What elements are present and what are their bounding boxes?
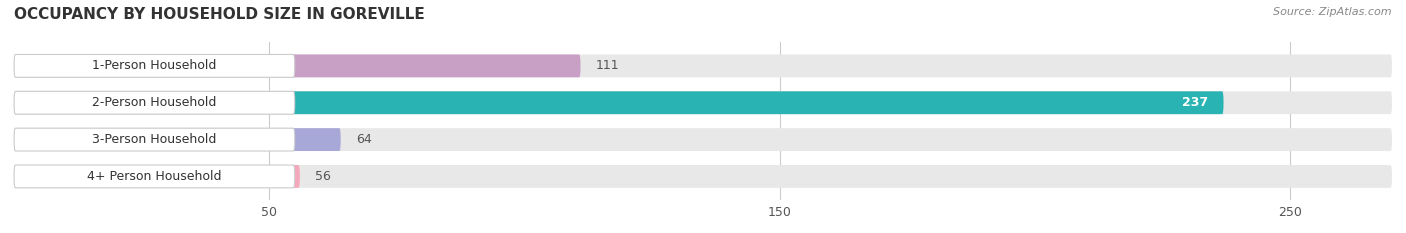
Text: OCCUPANCY BY HOUSEHOLD SIZE IN GOREVILLE: OCCUPANCY BY HOUSEHOLD SIZE IN GOREVILLE [14,7,425,22]
FancyBboxPatch shape [14,165,295,188]
FancyBboxPatch shape [14,128,295,151]
FancyBboxPatch shape [14,91,1223,114]
Text: 56: 56 [315,170,330,183]
Text: 111: 111 [596,59,620,72]
Text: 237: 237 [1182,96,1208,109]
Text: 4+ Person Household: 4+ Person Household [87,170,222,183]
FancyBboxPatch shape [14,91,295,114]
Text: Source: ZipAtlas.com: Source: ZipAtlas.com [1274,7,1392,17]
Text: 64: 64 [356,133,371,146]
FancyBboxPatch shape [14,55,1392,77]
FancyBboxPatch shape [14,165,1392,188]
FancyBboxPatch shape [14,55,581,77]
FancyBboxPatch shape [14,91,1392,114]
Text: 1-Person Household: 1-Person Household [93,59,217,72]
FancyBboxPatch shape [14,165,299,188]
Text: 3-Person Household: 3-Person Household [93,133,217,146]
Text: 2-Person Household: 2-Person Household [93,96,217,109]
FancyBboxPatch shape [14,55,295,77]
FancyBboxPatch shape [14,128,1392,151]
FancyBboxPatch shape [14,128,340,151]
